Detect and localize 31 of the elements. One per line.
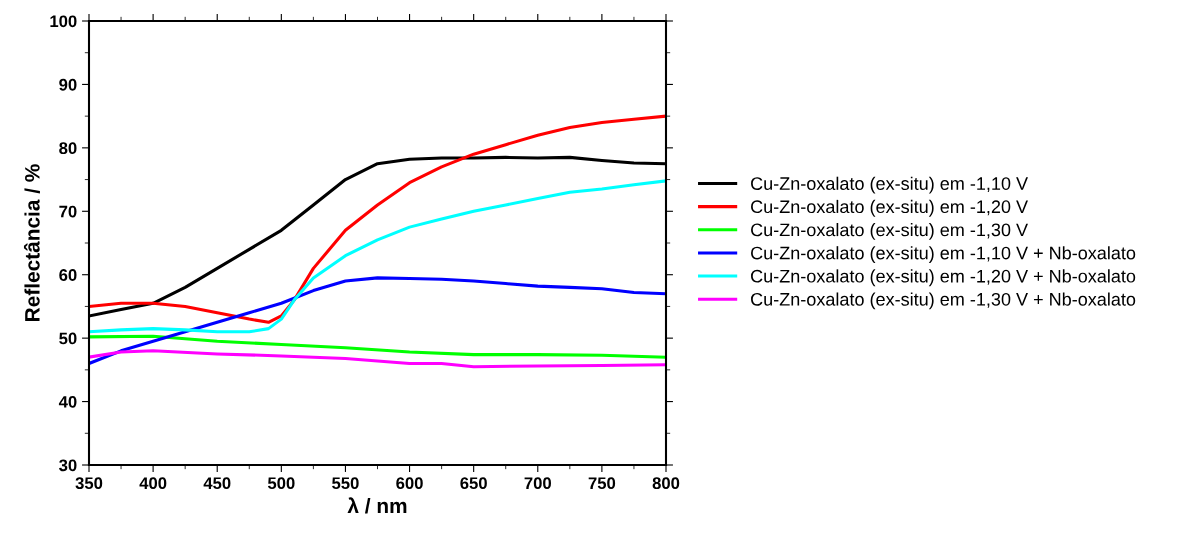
x-tick-label: 450 [203,477,231,490]
y-tick-label: 70 [59,205,77,218]
line-series [89,334,666,359]
x-tick-label: 700 [524,477,551,490]
legend-label: Cu-Zn-oxalato (ex-situ) em -1,20 V [751,199,1028,217]
legend-label: Cu-Zn-oxalato (ex-situ) em -1,30 V [751,223,1028,240]
legend-label: Cu-Zn-oxalato (ex-situ) em -1,30 V + Nb-oxalato [751,292,1136,310]
x-tick-label: 350 [75,477,103,490]
y-tick-label: 90 [59,78,77,91]
x-tick-label: 750 [588,477,616,490]
line-series [89,179,666,334]
x-axis-title: λ / nm [347,497,407,514]
x-tick-label: 500 [267,477,295,490]
x-tick-label: 600 [396,477,423,490]
line-series [89,349,666,369]
y-tick-label: 80 [59,142,77,155]
line-series [89,276,666,366]
y-tick-label: 30 [59,459,77,472]
y-tick-label: 100 [50,15,77,28]
x-tick-label: 650 [460,477,487,490]
x-tick-label: 400 [139,477,167,490]
y-tick-label: 40 [58,395,77,408]
line-series [89,114,666,324]
x-tick-label: 550 [332,477,359,490]
legend-label: Cu-Zn-oxalato (ex-situ) em -1,10 V + Nb-oxalato [751,246,1136,263]
x-tick-label: 800 [652,477,680,490]
legend-label: Cu-Zn-oxalato (ex-situ) em -1,20 V + Nb-oxalato [751,269,1136,287]
y-tick-label: 60 [59,269,77,281]
legend-label: Cu-Zn-oxalato (ex-situ) em -1,10 V [751,176,1028,194]
y-tick-label: 50 [59,332,77,345]
y-axis-title: Reflectância / % [23,164,40,321]
